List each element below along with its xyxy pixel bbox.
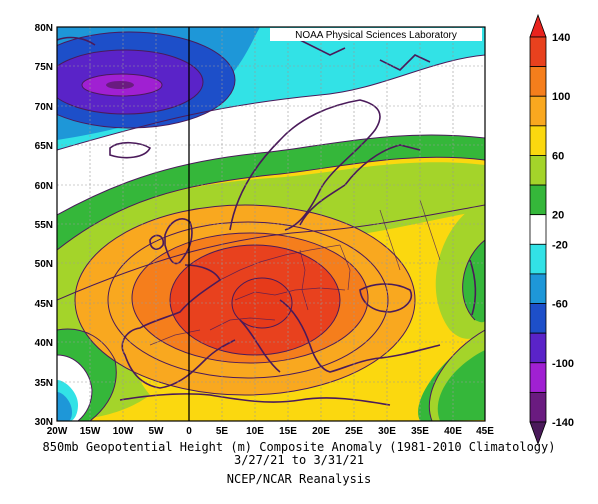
lon-label-5e: 5E (216, 426, 229, 437)
colorbar-band (529, 66, 547, 97)
colorbar-band (529, 184, 547, 216)
lat-label-40n: 40N (35, 338, 53, 349)
colorbar-label: -140 (552, 417, 574, 429)
colorbar-band (529, 95, 547, 127)
colorbar-band (529, 36, 547, 68)
band-lightgreen-southeast (429, 330, 485, 421)
dataset-label: NCEP/NCAR Reanalysis (226, 472, 372, 486)
colorbar-band (529, 391, 547, 423)
lat-label-45n: 45N (35, 299, 53, 310)
colorbar-top-arrow (529, 13, 547, 38)
lon-label-0: 0 (186, 426, 192, 437)
lat-label-50n: 50N (35, 259, 53, 270)
colorbar-band (529, 125, 547, 156)
lat-label-30n: 30N (35, 417, 53, 428)
lon-label-25e: 25E (345, 426, 363, 437)
lon-label-10w: 10W (113, 426, 134, 437)
colorbar-label: -60 (552, 299, 568, 311)
country-borders (149, 199, 441, 346)
lon-label-5w: 5W (149, 426, 165, 437)
lon-label-45e: 45E (476, 426, 494, 437)
colorbar: 140 100 60 20 -20 -60 -100 -140 (529, 13, 574, 446)
colorbar-bottom-arrow (529, 421, 547, 446)
lon-label-15w: 15W (80, 426, 101, 437)
lon-label-15e: 15E (279, 426, 297, 437)
lat-label-80n: 80N (35, 23, 53, 34)
grid-lines (57, 27, 485, 421)
lat-label-70n: 70N (35, 102, 53, 113)
colorbar-band (529, 214, 547, 245)
colorbar-label: 100 (552, 91, 570, 103)
colorbar-label: 20 (552, 210, 564, 222)
band-green-east (462, 240, 485, 323)
lon-label-20w: 20W (47, 426, 68, 437)
lat-label-55n: 55N (35, 220, 53, 231)
lon-label-35e: 35E (411, 426, 429, 437)
lon-tick-labels: 20W 15W 10W 5W 0 5E 10E 15E 20E 25E 30E … (47, 426, 495, 437)
lon-label-20e: 20E (312, 426, 330, 437)
lat-tick-labels: 80N 75N 70N 65N 60N 55N 50N 45N 40N 35N … (35, 23, 53, 428)
colorbar-label: 60 (552, 150, 564, 162)
map-frame (56, 26, 486, 422)
contour-lines (57, 31, 485, 421)
date-range: 3/27/21 to 3/31/21 (233, 453, 365, 467)
source-label: NOAA Physical Sciences Laboratory (295, 30, 457, 41)
lat-label-60n: 60N (35, 181, 53, 192)
colorbar-label: -100 (552, 358, 574, 370)
colorbar-band (529, 362, 547, 393)
coastlines (57, 36, 477, 406)
lon-label-30e: 30E (378, 426, 396, 437)
figure-title: 850mb Geopotential Height (m) Composite … (42, 440, 556, 454)
colorbar-band (529, 273, 547, 304)
lat-label-65n: 65N (35, 141, 53, 152)
band-purple-north (106, 81, 134, 89)
band-yellow-south (57, 300, 485, 421)
lon-label-40e: 40E (444, 426, 462, 437)
lon-label-10e: 10E (246, 426, 264, 437)
colorbar-band (529, 243, 547, 275)
lat-label-35n: 35N (35, 378, 53, 389)
anomaly-map (57, 27, 485, 421)
colorbar-label: 140 (552, 32, 570, 44)
colorbar-label: -20 (552, 239, 568, 251)
colorbar-band (529, 155, 547, 186)
colorbar-band (529, 332, 547, 364)
source-label-box (270, 28, 482, 41)
lat-label-75n: 75N (35, 62, 53, 73)
colorbar-band (529, 303, 547, 334)
band-lightgreen-belt2 (57, 190, 485, 315)
band-blue-west (57, 392, 72, 421)
